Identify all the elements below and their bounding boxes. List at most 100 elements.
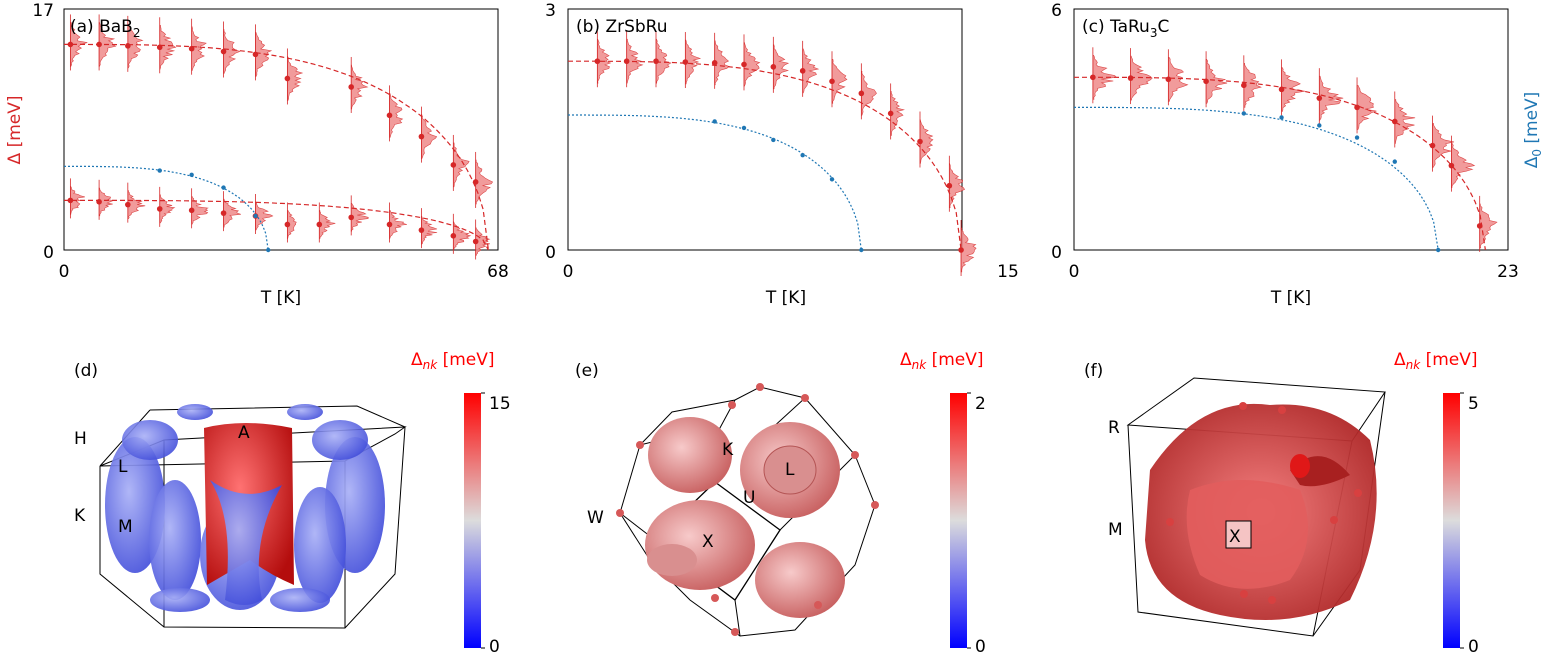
data-point-blue — [800, 153, 805, 158]
gap-histogram — [1479, 203, 1498, 249]
panel-e-point-L: L — [785, 460, 795, 480]
data-point-red — [1391, 118, 1398, 125]
panel-e-point-X: X — [702, 532, 714, 552]
panel-f-point-M: M — [1108, 520, 1123, 540]
data-point-red — [1203, 78, 1209, 85]
data-point-red — [156, 206, 163, 212]
fit-curve-red — [64, 199, 489, 251]
data-point-blue — [1435, 247, 1441, 253]
panel-e-colorbar-title: Δnk [meV] — [900, 350, 984, 372]
data-point-red — [1127, 75, 1134, 81]
chart-c-xtick-right: 23 — [1497, 262, 1519, 282]
chart-c-plot — [1074, 47, 1498, 253]
gap-histogram — [389, 92, 404, 138]
data-point-red — [958, 247, 964, 253]
chart-a-ytick-top: 17 — [32, 1, 54, 21]
gap-histogram — [685, 39, 702, 85]
chart-c-xlabel: T [K] — [1270, 288, 1311, 308]
data-point-red — [887, 110, 894, 117]
panel-f-point-R: R — [1108, 418, 1120, 438]
chart-b-xtick-right: 15 — [997, 262, 1019, 282]
gap-histogram — [318, 210, 336, 239]
panel-e-colorbar-min: 0 — [975, 637, 986, 655]
data-point-red — [472, 238, 479, 245]
data-point-blue — [741, 125, 747, 131]
chart-a-ytick-bottom: 0 — [43, 243, 54, 263]
panel-d-point-A: A — [238, 423, 250, 443]
data-point-red — [188, 45, 195, 52]
chart-b: (b) ZrSbRu 3 0 0 15 T [K] — [545, 1, 1019, 308]
data-point-blue — [829, 177, 835, 182]
panel-d-point-H: H — [74, 429, 87, 449]
data-point-red — [96, 199, 102, 205]
chart-b-xlabel: T [K] — [765, 288, 806, 308]
gap-histogram — [831, 59, 848, 104]
gap-histogram — [1168, 56, 1189, 102]
chart-a-ylabel: Δ [meV] — [5, 96, 25, 165]
fit-curve-red — [1074, 76, 1486, 251]
data-point-red — [711, 60, 718, 66]
data-point-blue — [221, 185, 226, 190]
data-point-red — [741, 61, 747, 68]
chart-c-frame — [1073, 8, 1509, 251]
gap-histogram — [287, 56, 304, 101]
data-point-red — [623, 58, 630, 65]
panel-f-colorbar — [1443, 393, 1460, 648]
fit-curve-red — [568, 60, 962, 251]
data-point-red — [1165, 76, 1172, 83]
data-point-blue — [157, 168, 162, 173]
data-point-red — [799, 68, 806, 74]
chart-c: (c) TaRu3C 6 0 0 23 T [K] Δ0 [meV] — [1051, 1, 1544, 308]
data-point-blue — [771, 137, 776, 143]
panel-f-colorbar-max: 5 — [1468, 394, 1479, 414]
chart-a-plot — [64, 14, 494, 260]
data-point-red — [682, 59, 689, 65]
gap-histogram — [1432, 123, 1455, 168]
data-point-blue — [859, 247, 864, 253]
panel-e-colorbar — [950, 393, 967, 648]
data-point-blue — [1241, 111, 1247, 116]
gap-histogram — [421, 114, 438, 159]
panel-e-colorbar-max: 2 — [975, 394, 986, 414]
gap-histogram — [1394, 99, 1416, 144]
data-point-red — [917, 138, 923, 145]
data-point-blue — [1279, 115, 1284, 120]
chart-b-frame — [567, 8, 963, 251]
gap-histogram — [421, 215, 438, 245]
data-point-red — [450, 233, 457, 239]
gap-histogram — [223, 29, 241, 74]
chart-a-xlabel: T [K] — [260, 288, 301, 308]
gap-histogram — [890, 91, 905, 136]
panel-f-colorbar-min: 0 — [1468, 637, 1479, 655]
data-point-blue — [189, 172, 194, 178]
panel-d-colorbar — [464, 393, 481, 648]
data-point-red — [386, 221, 393, 228]
gap-histogram — [389, 210, 407, 239]
gap-histogram — [191, 26, 207, 72]
data-point-red — [770, 64, 777, 70]
chart-a-frame — [63, 8, 499, 251]
gap-histogram — [1243, 62, 1262, 108]
gap-histogram — [350, 203, 369, 232]
gap-histogram — [1092, 54, 1118, 100]
chart-a-panel-label: (a) BaB2 — [70, 17, 140, 40]
gap-histogram — [960, 227, 977, 273]
panel-e-label: (e) — [575, 361, 599, 381]
chart-a: (a) BaB2 17 0 0 68 T [K] Δ [meV] — [5, 1, 509, 308]
panel-d-colorbar-min: 0 — [489, 637, 500, 655]
gap-histogram — [287, 210, 297, 239]
panel-d-surface — [99, 404, 407, 629]
data-point-red — [829, 78, 835, 85]
data-point-blue — [1354, 135, 1360, 140]
gap-histogram — [70, 186, 85, 215]
data-point-red — [1476, 223, 1483, 229]
data-point-red — [284, 75, 291, 82]
chart-a-xtick-left: 0 — [59, 262, 70, 282]
data-point-red — [316, 221, 323, 228]
data-point-red — [188, 207, 195, 214]
chart-b-ytick-top: 3 — [545, 1, 556, 21]
panel-e-point-W: W — [587, 508, 604, 528]
panel-d-point-L: L — [118, 457, 128, 477]
data-point-red — [67, 197, 74, 204]
gap-histogram — [714, 40, 730, 86]
